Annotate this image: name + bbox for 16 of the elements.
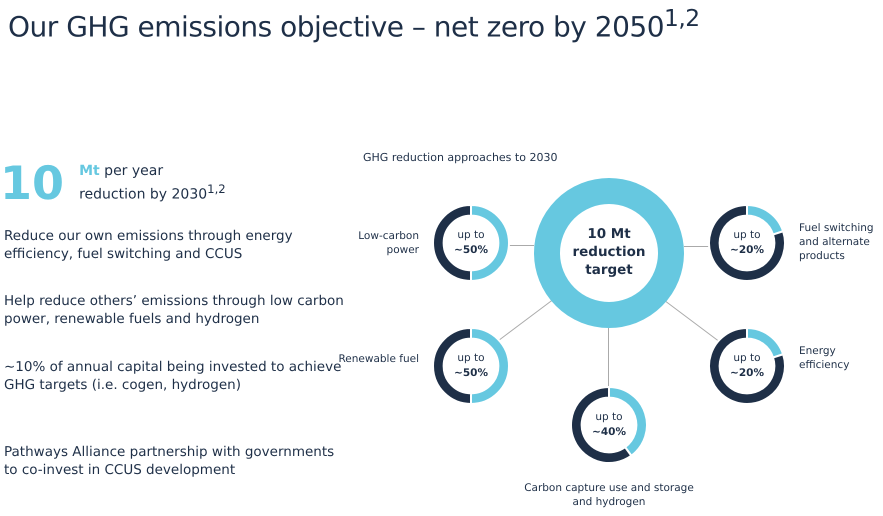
- text: Fuel switching and alternate products: [799, 221, 875, 263]
- text: up to ~20%: [730, 228, 764, 258]
- text: Reduce our own emissions through energy efficiency, fuel switching and CCUS: [4, 227, 294, 263]
- text: Pathways Alliance partnership with governments to co-invest in CCUS development: [4, 443, 336, 479]
- text: up to ~50%: [454, 351, 488, 381]
- text: Low-carbon power: [357, 229, 419, 257]
- text: Our GHG emissions objective – net zero by 2050$^{1,2}$: [8, 4, 700, 44]
- text: Help reduce others’ emissions through low carbon power, renewable fuels and hydrogen: [4, 292, 345, 328]
- text: GHG reduction approaches to 2030: [363, 151, 558, 164]
- text: 10 Mt per year reduction by 2030$^{1,2}$: [0, 156, 227, 210]
- text: Energy efficiency: [799, 344, 850, 372]
- text: up to ~50%: [454, 228, 488, 258]
- text: up to ~20%: [730, 351, 764, 381]
- text: 10 Mt reduction target: [571, 225, 647, 279]
- text: up to ~40%: [592, 410, 626, 440]
- text: Carbon capture use and storage and hydrogen: [523, 481, 695, 509]
